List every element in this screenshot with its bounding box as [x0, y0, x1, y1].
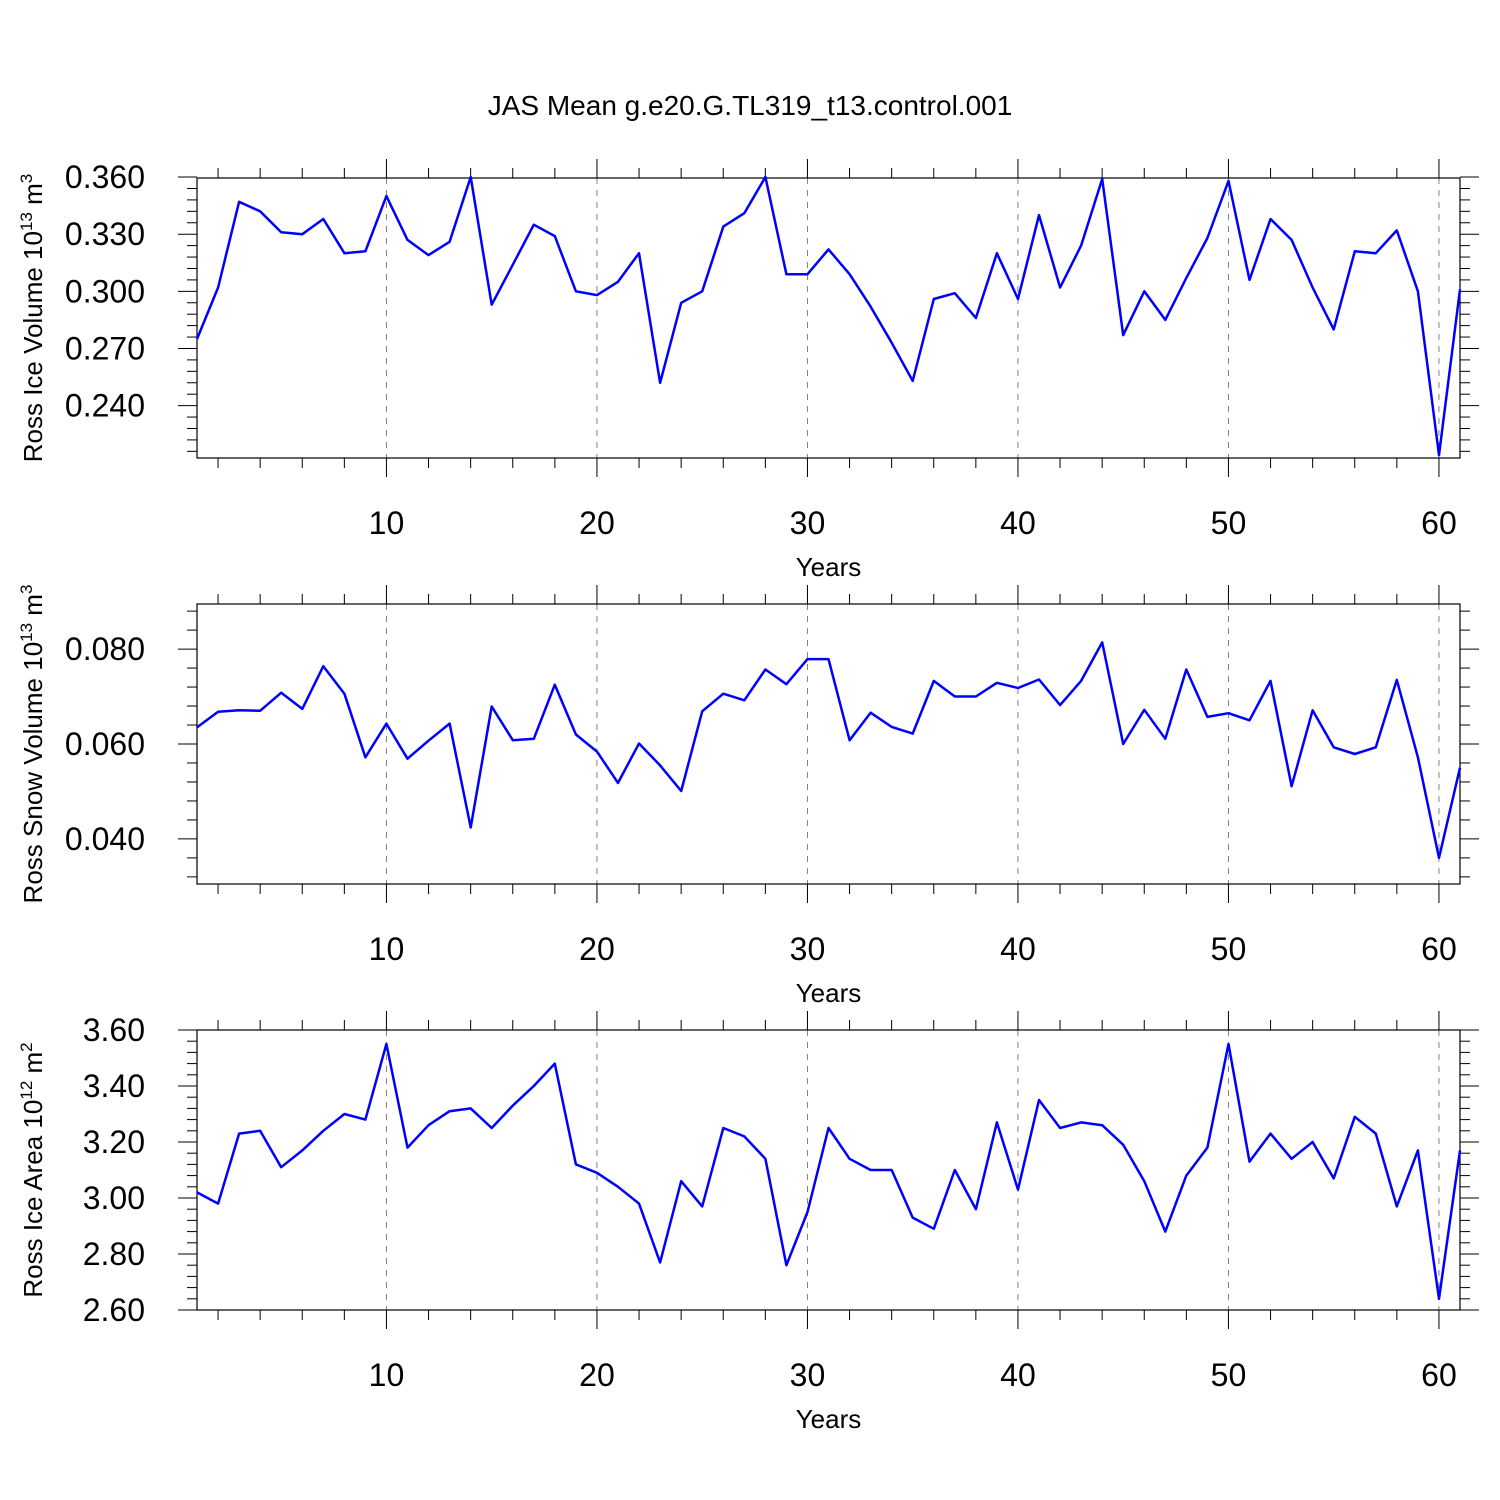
ice-volume-plot-frame — [196, 177, 1461, 459]
snow-volume-y-axis-title-unit: m — [18, 594, 48, 623]
panel-ross-ice-area: 10 20 30 40 50 60 2.60 2.80 3.00 3.20 3.40 3.60 Year… — [17, 1011, 1479, 1434]
ice-volume-y-axis-title-unit-exponent: 3 — [17, 174, 36, 183]
ice-volume-y-axis-title: Ross Ice Volume 1013 m3 — [17, 174, 48, 463]
ice-volume-y-axis-title-main: Ross Ice Volume 10 — [18, 231, 48, 462]
ice-area-y-tick-label: 3.00 — [83, 1180, 145, 1216]
snow-volume-y-tick-label: 0.060 — [65, 726, 145, 762]
ice-area-y-axis-title-unit-exponent: 2 — [17, 1042, 36, 1051]
ice-volume-y-tick-label: 0.270 — [65, 330, 145, 366]
ice-area-x-tick-label: 60 — [1421, 1357, 1457, 1393]
snow-volume-y-axis-title: Ross Snow Volume 1013 m3 — [17, 585, 48, 904]
ice-volume-y-axis-title-unit: m — [18, 183, 48, 212]
ice-volume-x-tick-label: 30 — [790, 505, 826, 541]
snow-volume-x-tick-label: 50 — [1211, 931, 1247, 967]
ice-area-y-tick-label: 2.60 — [83, 1292, 145, 1328]
ice-area-y-axis-title-main: Ross Ice Area 10 — [18, 1100, 48, 1298]
panel-ross-snow-volume: 10 20 30 40 50 60 0.040 0.060 0.080 Years Ross Sno… — [17, 585, 1479, 1008]
ice-area-y-tick-label: 3.60 — [83, 1012, 145, 1048]
ice-area-x-tick-label: 30 — [790, 1357, 826, 1393]
ice-volume-y-axis-title-exponent: 13 — [17, 212, 36, 231]
ice-volume-y-tick-label: 0.300 — [65, 273, 145, 309]
ice-area-x-tick-label: 50 — [1211, 1357, 1247, 1393]
ice-area-y-axis-title-exponent: 12 — [17, 1081, 36, 1100]
snow-volume-plot-frame — [196, 603, 1461, 885]
snow-volume-x-tick-label: 40 — [1000, 931, 1036, 967]
ice-area-x-tick-label: 10 — [369, 1357, 405, 1393]
ice-area-plot-frame — [196, 1029, 1461, 1311]
ice-area-x-axis-title: Years — [796, 1404, 862, 1434]
ice-area-x-tick-label: 40 — [1000, 1357, 1036, 1393]
ice-area-y-tick-label: 3.20 — [83, 1124, 145, 1160]
ice-volume-x-tick-label: 40 — [1000, 505, 1036, 541]
snow-volume-series-line-0 — [196, 641, 1462, 860]
ice-area-y-tick-label: 2.80 — [83, 1236, 145, 1272]
ice-area-y-tick-label: 3.40 — [83, 1068, 145, 1104]
ice-volume-y-tick-label: 0.240 — [65, 388, 145, 424]
snow-volume-y-tick-label: 0.080 — [65, 631, 145, 667]
snow-volume-y-tick-label: 0.040 — [65, 821, 145, 857]
snow-volume-x-tick-label: 60 — [1421, 931, 1457, 967]
ice-volume-series-line-0 — [195, 175, 1462, 457]
ice-area-y-axis-title: Ross Ice Area 1012 m2 — [17, 1042, 48, 1297]
ice-area-series-line-0 — [196, 1042, 1462, 1301]
figure-title: JAS Mean g.e20.G.TL319_t13.control.001 — [488, 90, 1013, 121]
snow-volume-x-axis-title: Years — [796, 978, 862, 1008]
ice-volume-x-tick-label: 10 — [369, 505, 405, 541]
snow-volume-x-tick-label: 30 — [790, 931, 826, 967]
snow-volume-x-tick-label: 20 — [579, 931, 615, 967]
ice-area-y-axis-title-unit: m — [18, 1052, 48, 1081]
snow-volume-y-axis-title-exponent: 13 — [17, 623, 36, 642]
ice-volume-y-tick-label: 0.330 — [65, 216, 145, 252]
ice-area-x-tick-label: 20 — [579, 1357, 615, 1393]
snow-volume-y-axis-title-unit-exponent: 3 — [17, 585, 36, 594]
ice-volume-x-tick-label: 50 — [1211, 505, 1247, 541]
panel-ross-ice-volume: 10 20 30 40 50 60 0.240 0.270 0.300 0.330 0.360 Yea… — [17, 159, 1479, 582]
ice-volume-x-axis-title: Years — [796, 552, 862, 582]
ice-volume-x-tick-label: 20 — [579, 505, 615, 541]
snow-volume-x-tick-label: 10 — [369, 931, 405, 967]
snow-volume-y-axis-title-main: Ross Snow Volume 10 — [18, 642, 48, 904]
ice-volume-x-tick-label: 60 — [1421, 505, 1457, 541]
ice-volume-y-tick-label: 0.360 — [65, 159, 145, 195]
